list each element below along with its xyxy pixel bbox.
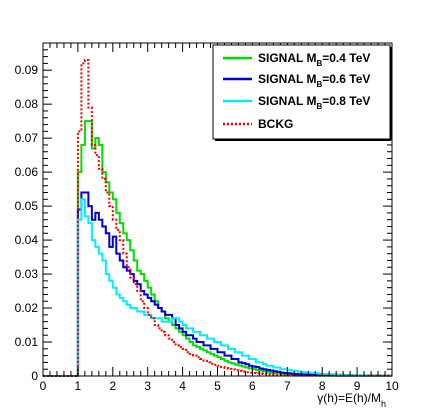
y-tick-label: 0.06 xyxy=(15,165,39,179)
axis-layer: 0 1 2 3 4 5 6 7 8 9 10 0 0.01 0.02 0.03 0.04 0.05 0.06 0.0… xyxy=(15,42,399,393)
x-tick-label: 0 xyxy=(40,379,47,393)
series-3-line xyxy=(43,198,392,377)
y-tick-label: 0.03 xyxy=(15,267,39,281)
legend-label-sub: B xyxy=(316,102,322,111)
x-tick-label: 8 xyxy=(319,379,326,393)
x-tick-label: 9 xyxy=(354,379,361,393)
x-tick-label: 4 xyxy=(179,379,186,393)
y-tick-label: 0.05 xyxy=(15,199,39,213)
x-tick-label: 6 xyxy=(249,379,256,393)
legend-box xyxy=(212,44,391,140)
x-tick-label: 2 xyxy=(109,379,116,393)
legend-label-main: SIGNAL M xyxy=(258,51,316,65)
legend-label-sub: B xyxy=(316,80,322,89)
legend-label: SIGNAL MB=0.8 TeV xyxy=(258,94,370,111)
legend-label-suffix: =0.4 TeV xyxy=(322,51,370,65)
x-tick-label: 1 xyxy=(75,379,82,393)
legend-label-sub: B xyxy=(316,59,322,68)
legend-label: SIGNAL MB=0.6 TeV xyxy=(258,72,370,89)
legend-label-main: BCKG xyxy=(258,117,293,131)
x-axis-title-main: γ(h)=E(h)/M xyxy=(317,391,381,405)
legend-label-main: SIGNAL M xyxy=(258,72,316,86)
legend-label: BCKG xyxy=(258,117,293,131)
x-axis-title: γ(h)=E(h)/Mh xyxy=(317,391,386,409)
y-tick-label: 0.01 xyxy=(15,335,39,349)
x-tick-label: 5 xyxy=(214,379,221,393)
legend-label-suffix: =0.6 TeV xyxy=(322,72,370,86)
x-tick-label: 3 xyxy=(144,379,151,393)
y-tick-label: 0.08 xyxy=(15,97,39,111)
y-tick-label: 0.04 xyxy=(15,233,39,247)
legend-label-suffix: =0.8 TeV xyxy=(322,94,370,108)
y-tick-label: 0 xyxy=(31,369,38,383)
x-axis-title-sub: h xyxy=(381,399,386,409)
y-tick-label: 0.07 xyxy=(15,131,39,145)
y-tick-label: 0.02 xyxy=(15,301,39,315)
x-tick-label: 10 xyxy=(385,379,399,393)
y-tick-label: 0.09 xyxy=(15,63,39,77)
legend-label: SIGNAL MB=0.4 TeV xyxy=(258,51,370,68)
legend-label-main: SIGNAL M xyxy=(258,94,316,108)
x-tick-label: 7 xyxy=(284,379,291,393)
